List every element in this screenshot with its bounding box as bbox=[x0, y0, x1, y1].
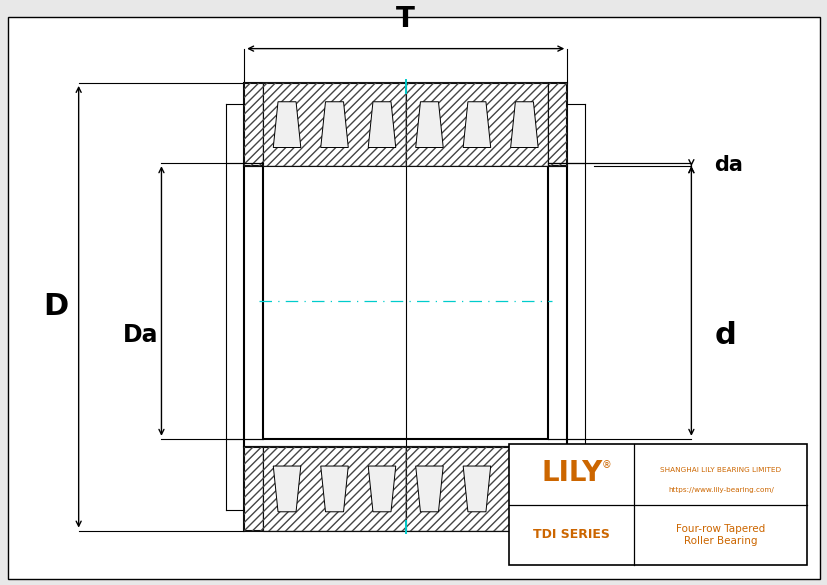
Polygon shape bbox=[510, 466, 538, 512]
Text: Four-row Tapered
Roller Bearing: Four-row Tapered Roller Bearing bbox=[676, 524, 764, 546]
Bar bbox=[244, 83, 566, 166]
Bar bbox=[405, 83, 547, 166]
Text: TDI SERIES: TDI SERIES bbox=[533, 528, 609, 541]
Bar bbox=[263, 448, 405, 531]
Text: d: d bbox=[714, 321, 735, 350]
Text: ®: ® bbox=[601, 460, 611, 470]
Text: https://www.lily-bearing.com/: https://www.lily-bearing.com/ bbox=[667, 487, 773, 493]
Text: da: da bbox=[714, 155, 743, 175]
Text: D: D bbox=[43, 292, 68, 321]
Polygon shape bbox=[415, 102, 442, 147]
Polygon shape bbox=[320, 466, 348, 512]
Text: T: T bbox=[396, 5, 414, 33]
Polygon shape bbox=[273, 102, 300, 147]
Bar bbox=[244, 166, 566, 448]
Bar bbox=[263, 163, 547, 439]
Polygon shape bbox=[462, 102, 490, 147]
Bar bbox=[244, 448, 566, 531]
Polygon shape bbox=[462, 466, 490, 512]
Bar bbox=[263, 448, 405, 531]
Bar bbox=[244, 83, 566, 166]
Polygon shape bbox=[273, 466, 300, 512]
Text: Da: Da bbox=[123, 324, 158, 347]
Polygon shape bbox=[368, 102, 395, 147]
Polygon shape bbox=[368, 466, 395, 512]
Text: SHANGHAI LILY BEARING LIMITED: SHANGHAI LILY BEARING LIMITED bbox=[659, 467, 781, 473]
Bar bbox=[244, 448, 566, 531]
Bar bbox=[263, 83, 405, 166]
Text: LILY: LILY bbox=[541, 459, 602, 487]
Bar bbox=[405, 83, 547, 166]
Polygon shape bbox=[415, 466, 442, 512]
Bar bbox=[263, 83, 405, 166]
Text: B: B bbox=[396, 225, 414, 249]
Polygon shape bbox=[320, 102, 348, 147]
Bar bbox=[509, 445, 806, 565]
Bar bbox=[405, 448, 547, 531]
Bar bbox=[405, 448, 547, 531]
Polygon shape bbox=[510, 102, 538, 147]
